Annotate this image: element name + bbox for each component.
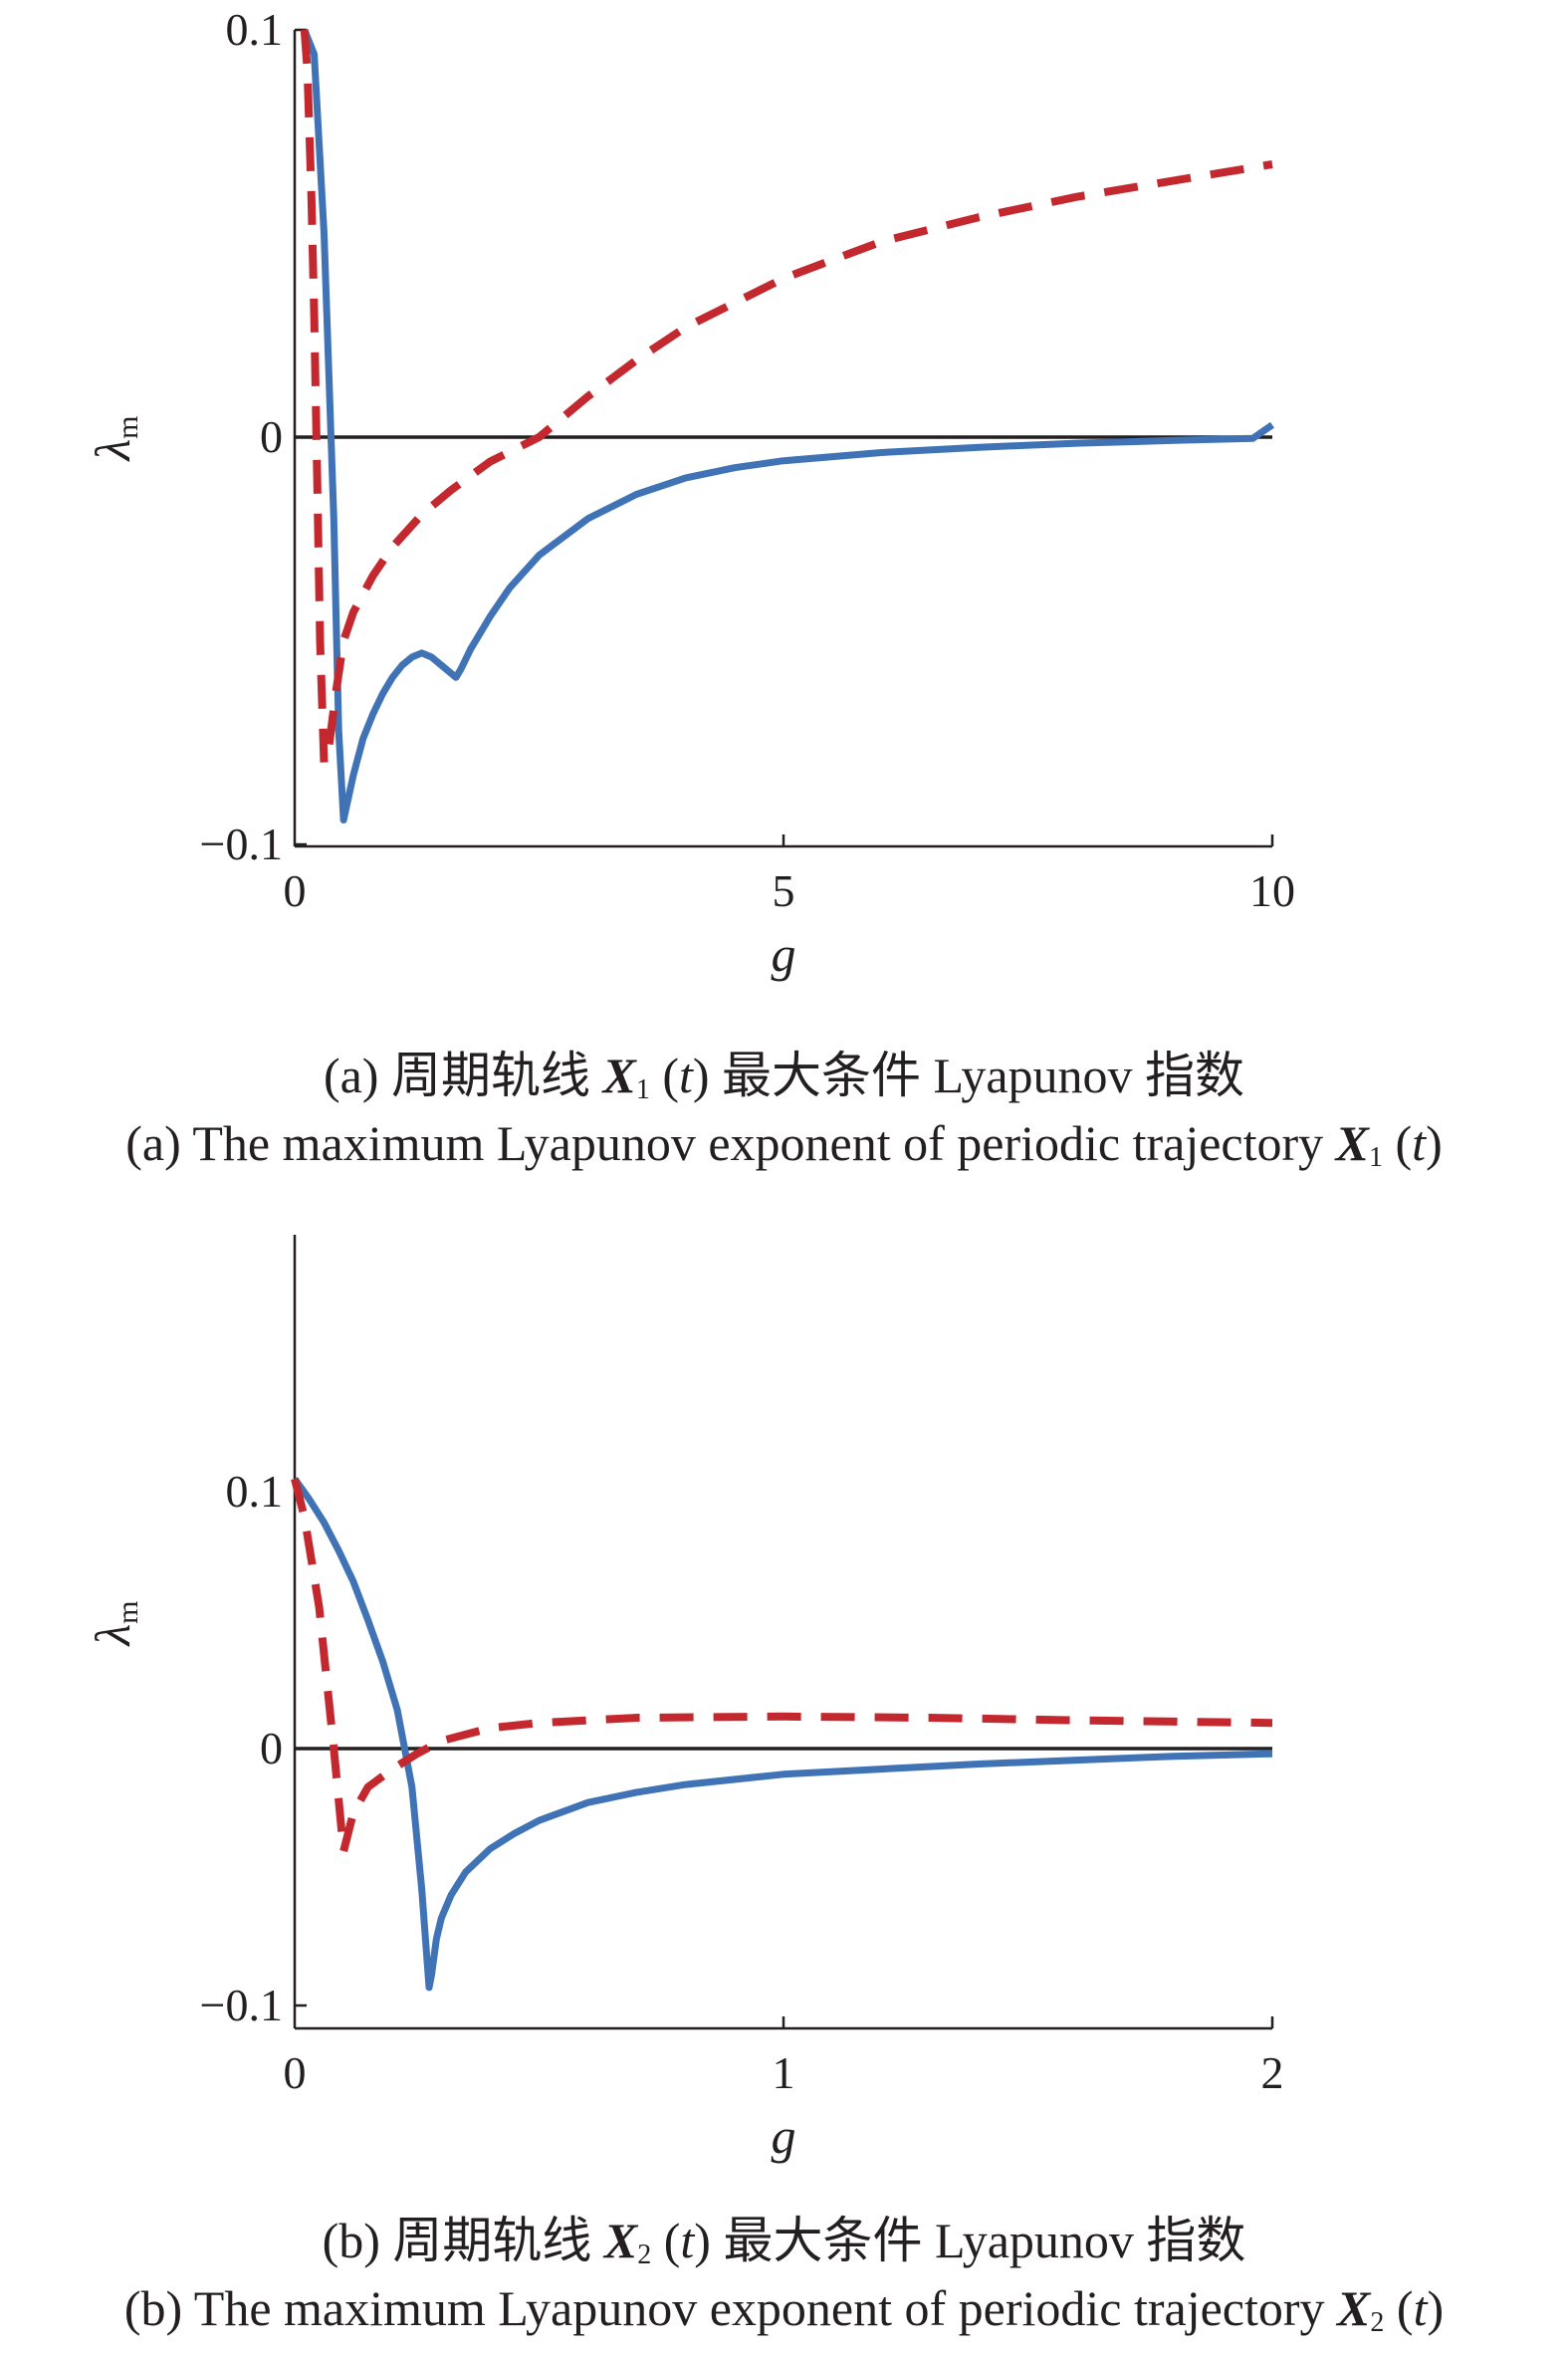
x-axis-label: g: [772, 926, 796, 982]
caption-a-cn-prefix: (a) 周期轨线: [323, 1048, 603, 1103]
caption-b-en: (b) The maximum Lyapunov exponent of per…: [0, 2276, 1568, 2355]
caption-a-cn-close: ): [692, 1048, 710, 1103]
y-tick-label: 0.1: [226, 1466, 284, 1517]
series-line-dashed: [291, 1478, 1273, 1856]
caption-a-en-arg: t: [1412, 1115, 1427, 1171]
x-tick-label: 0: [284, 2047, 307, 2098]
series-line-dashed: [300, 29, 1273, 768]
y-axis-label: λm: [85, 416, 144, 463]
caption-b-cn-var: X: [603, 2213, 638, 2268]
caption-b-cn-open: (: [651, 2213, 681, 2268]
caption-a-cn-arg: t: [678, 1048, 693, 1103]
caption-a-en: (a) The maximum Lyapunov exponent of per…: [0, 1111, 1568, 1190]
y-axis-label: λm: [85, 1601, 144, 1648]
caption-a-cn-suffix: 最大条件 Lyapunov 指数: [709, 1048, 1245, 1103]
x-tick-label: 1: [773, 2047, 795, 2098]
x-tick-label: 5: [773, 865, 795, 916]
caption-b-en-close: ): [1427, 2280, 1445, 2336]
caption-b-cn: (b) 周期轨线 X2 (t) 最大条件 Lyapunov 指数: [0, 2209, 1568, 2287]
caption-a-en-var: X: [1335, 1115, 1369, 1171]
y-axis-label-subscript: m: [112, 416, 144, 439]
caption-b-en-sub: 2: [1370, 2307, 1385, 2338]
y-tick-label: −0.1: [200, 819, 283, 869]
y-tick-label: 0: [260, 411, 283, 462]
caption-b-cn-prefix: (b) 周期轨线: [322, 2213, 604, 2268]
caption-a-en-prefix: (a) The maximum Lyapunov exponent of per…: [125, 1115, 1336, 1171]
caption-b-en-arg: t: [1413, 2280, 1428, 2336]
caption-a-en-open: (: [1383, 1115, 1413, 1171]
caption-a-cn: (a) 周期轨线 X1 (t) 最大条件 Lyapunov 指数: [0, 1044, 1568, 1122]
x-tick-label: 10: [1249, 865, 1295, 916]
caption-a-cn-var: X: [602, 1048, 636, 1103]
caption-a-en-sub: 1: [1369, 1142, 1383, 1173]
y-axis-label-symbol: λ: [85, 1624, 140, 1648]
series-line-solid: [301, 28, 1274, 824]
caption-a-en-close: ): [1426, 1115, 1443, 1171]
y-axis-label-subscript: m: [112, 1601, 144, 1624]
series-line-solid: [292, 1477, 1273, 1992]
caption-b-en-open: (: [1384, 2280, 1414, 2336]
x-tick-label: 0: [284, 865, 307, 916]
caption-b-cn-close: ): [694, 2213, 711, 2268]
x-tick-label: 2: [1261, 2047, 1284, 2098]
caption-b-en-prefix: (b) The maximum Lyapunov exponent of per…: [123, 2280, 1338, 2336]
caption-b-cn-suffix: 最大条件 Lyapunov 指数: [710, 2213, 1246, 2268]
caption-a-cn-open: (: [649, 1048, 679, 1103]
caption-a-cn-sub: 1: [635, 1074, 650, 1105]
y-tick-label: 0: [260, 1723, 283, 1773]
x-axis-label: g: [772, 2108, 796, 2164]
caption-b-cn-sub: 2: [637, 2239, 652, 2270]
caption-b-cn-arg: t: [680, 2213, 695, 2268]
y-tick-label: 0.1: [226, 4, 284, 55]
caption-b-en-var: X: [1337, 2280, 1371, 2336]
y-axis-label-symbol: λ: [85, 439, 140, 463]
y-tick-label: −0.1: [200, 1980, 283, 2030]
